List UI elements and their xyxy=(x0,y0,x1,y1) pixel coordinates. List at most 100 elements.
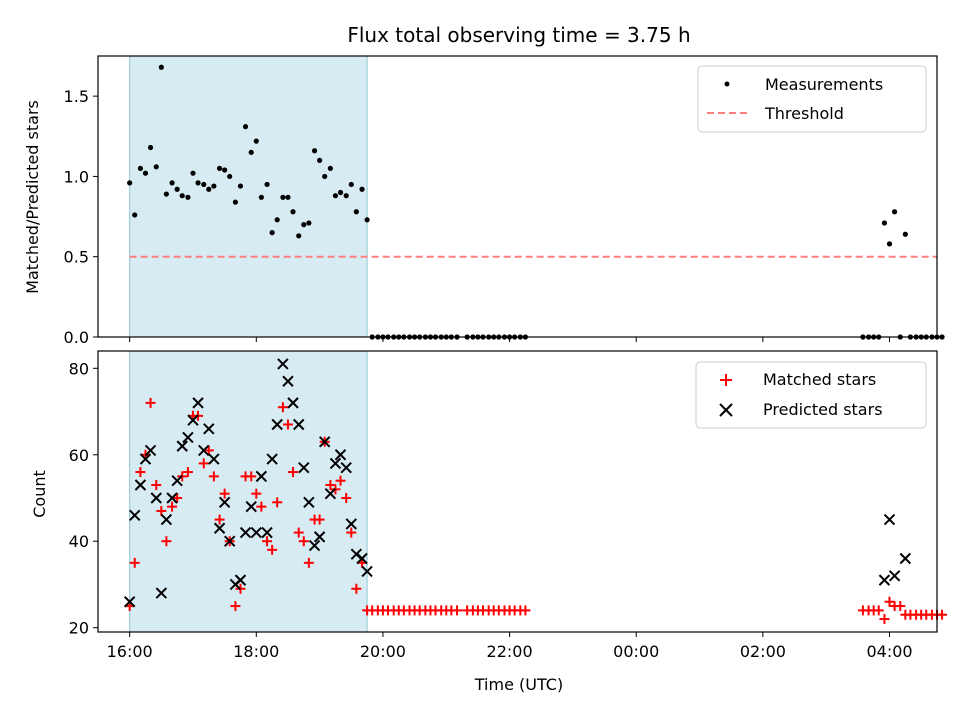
matched-star-point xyxy=(161,536,172,547)
predicted-star-point xyxy=(324,487,337,500)
measurement-point xyxy=(132,212,138,218)
top-shaded-region xyxy=(129,55,368,338)
measurement-point xyxy=(317,157,323,163)
measurement-point xyxy=(195,180,201,186)
predicted-star-point xyxy=(282,375,294,387)
measurement-point xyxy=(343,193,349,199)
predicted-star-point xyxy=(883,513,896,526)
matched-star-point xyxy=(198,458,209,469)
bottom-xtick-label: 16:00 xyxy=(107,642,153,661)
matched-star-point xyxy=(172,492,183,503)
measurement-point xyxy=(269,230,275,236)
predicted-star-point xyxy=(271,418,283,431)
matched-star-point xyxy=(262,536,273,547)
predicted-star-point xyxy=(878,574,891,586)
predicted-star-point xyxy=(250,526,263,539)
measurement-point xyxy=(163,191,169,197)
matched-star-point xyxy=(351,583,362,594)
measurement-point xyxy=(306,220,312,226)
measurement-point xyxy=(322,173,328,180)
top-ytick-label: 1.5 xyxy=(64,87,89,106)
matched-star-point xyxy=(288,467,299,478)
bottom-y-axis-label: Count xyxy=(30,470,49,518)
matched-star-point xyxy=(214,514,225,525)
matched-star-point xyxy=(884,596,895,607)
matched-star-point xyxy=(303,557,314,568)
legend-matched-label: Matched stars xyxy=(763,370,876,389)
bottom-xtick-label: 04:00 xyxy=(866,642,912,661)
bottom-xtick-label: 00:00 xyxy=(613,642,659,661)
measurement-point xyxy=(348,181,354,188)
predicted-star-point xyxy=(208,453,220,465)
matched-star-point xyxy=(208,471,219,482)
measurement-point xyxy=(274,217,280,223)
measurement-point xyxy=(886,241,893,247)
matched-star-point xyxy=(267,544,278,555)
bottom-ytick-label: 40 xyxy=(69,532,89,551)
predicted-star-point xyxy=(318,436,331,448)
measurement-point xyxy=(327,165,333,171)
bottom-legend-box xyxy=(695,361,927,429)
matched-star-point xyxy=(256,501,267,512)
bottom-legend: Matched stars Predicted stars xyxy=(695,361,927,429)
matched-star-point xyxy=(895,601,906,612)
matched-star-point xyxy=(873,605,884,616)
predicted-star-point xyxy=(134,479,147,491)
predicted-star-point xyxy=(308,539,321,552)
measurement-point xyxy=(185,194,191,200)
measurement-point xyxy=(285,194,291,200)
measurement-point xyxy=(881,220,888,226)
bottom-ytick-label: 20 xyxy=(69,619,89,638)
bottom-xtick-label: 20:00 xyxy=(360,642,406,661)
measurement-point xyxy=(153,164,159,170)
predicted-star-point xyxy=(340,462,352,474)
matched-star-point xyxy=(325,480,336,491)
matched-star-point xyxy=(341,492,352,503)
matched-star-point xyxy=(277,402,288,413)
measurement-point xyxy=(179,193,185,199)
predicted-star-point xyxy=(245,500,257,513)
top-ytick-label: 1.0 xyxy=(64,167,89,186)
predicted-star-point xyxy=(239,526,252,539)
matched-star-point xyxy=(272,497,283,508)
measurement-point xyxy=(142,170,149,176)
matched-star-point xyxy=(314,514,325,525)
predicted-star-point xyxy=(160,513,173,526)
matched-star-point xyxy=(203,445,214,456)
measurement-point xyxy=(158,64,164,70)
top-y-axis-label: Matched/Predicted stars xyxy=(23,100,42,294)
predicted-star-point xyxy=(329,457,342,470)
matched-star-point xyxy=(129,557,140,568)
bottom-xtick-label: 18:00 xyxy=(233,642,279,661)
bottom-axes-frame xyxy=(97,350,938,633)
predicted-star-point xyxy=(356,552,368,565)
measurement-point xyxy=(311,148,318,154)
matched-star-point xyxy=(156,505,167,516)
measurement-point xyxy=(242,124,249,130)
legend-measurements-marker xyxy=(724,81,730,87)
measurement-point xyxy=(211,183,217,189)
predicted-star-point xyxy=(155,587,168,599)
predicted-star-point xyxy=(888,570,901,582)
predicted-star-point xyxy=(129,509,141,521)
top-ytick-label: 0.5 xyxy=(64,248,89,267)
matched-star-point xyxy=(937,609,948,620)
predicted-star-point xyxy=(266,453,278,465)
measurement-point xyxy=(902,231,908,237)
matched-star-point xyxy=(230,601,241,612)
measurement-point xyxy=(332,193,339,199)
measurement-point xyxy=(237,183,244,189)
measurement-point xyxy=(147,144,154,151)
predicted-star-point xyxy=(899,552,912,565)
bottom-xtick-label: 02:00 xyxy=(740,642,786,661)
matched-star-point xyxy=(145,397,156,408)
legend-matched-marker xyxy=(720,374,732,386)
matched-star-point xyxy=(246,471,257,482)
bottom-ytick-label: 80 xyxy=(69,359,89,378)
predicted-star-point xyxy=(150,492,162,504)
matched-star-point xyxy=(879,614,890,625)
measurement-point xyxy=(364,217,370,223)
predicted-stars-points xyxy=(123,358,912,608)
measurement-point xyxy=(353,209,359,215)
matched-star-point xyxy=(251,488,262,499)
